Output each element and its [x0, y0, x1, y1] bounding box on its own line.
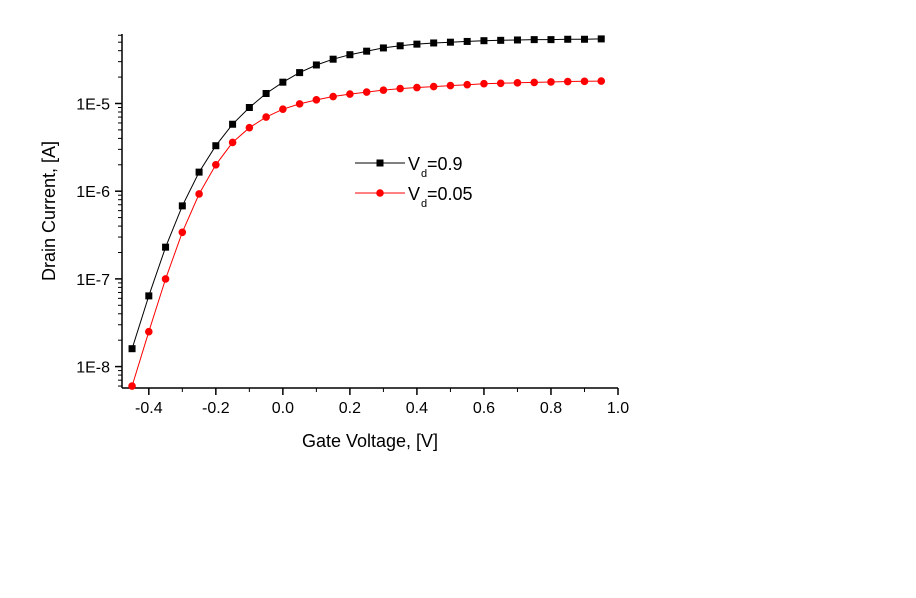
- data-point-square: [446, 38, 454, 46]
- data-point-circle: [212, 160, 220, 169]
- data-point-circle: [161, 275, 170, 283]
- data-point-square: [296, 69, 304, 77]
- data-point-square: [597, 35, 605, 43]
- data-point-square: [547, 36, 555, 44]
- data-point-square: [262, 89, 270, 97]
- data-point-square: [178, 202, 186, 210]
- data-point-circle: [530, 78, 539, 87]
- data-point-square: [346, 51, 354, 59]
- x-tick-label: 0.2: [339, 400, 361, 417]
- data-point-circle: [563, 77, 572, 86]
- data-point-square: [128, 345, 136, 353]
- data-point-square: [329, 55, 337, 63]
- legend-label-sub: d: [421, 168, 427, 180]
- x-tick-label: 0.0: [272, 400, 294, 417]
- data-point-circle: [379, 86, 388, 94]
- data-point-square: [580, 35, 588, 43]
- data-point-circle: [413, 83, 421, 92]
- data-point-square: [312, 61, 320, 69]
- legend-label-main: V: [408, 154, 420, 174]
- legend-marker-circle: [376, 189, 384, 197]
- data-point-square: [279, 78, 287, 86]
- data-point-circle: [580, 77, 589, 86]
- legend-label-value: =0.05: [427, 184, 473, 204]
- series-layer: [128, 35, 606, 390]
- data-point-circle: [513, 79, 522, 87]
- data-point-circle: [178, 228, 187, 237]
- legend-marker-square: [376, 159, 384, 167]
- data-point-circle: [346, 90, 354, 98]
- data-point-circle: [396, 84, 404, 93]
- legend-label-sub: d: [421, 198, 427, 210]
- series-2: [128, 77, 606, 390]
- data-point-square: [480, 37, 488, 45]
- data-point-circle: [295, 100, 304, 108]
- data-point-circle: [279, 105, 287, 114]
- data-point-circle: [145, 327, 153, 336]
- y-tick-label: 1E-6: [76, 184, 110, 201]
- x-tick-label: -0.2: [202, 400, 230, 417]
- y-tick-label: 1E-8: [76, 360, 110, 377]
- data-point-circle: [597, 77, 606, 85]
- data-point-square: [195, 168, 203, 176]
- data-point-square: [413, 40, 421, 48]
- y-tick-label: 1E-5: [76, 96, 110, 113]
- data-point-circle: [463, 80, 471, 89]
- data-point-square: [463, 37, 471, 45]
- legend-label-value: =0.9: [427, 154, 463, 174]
- data-point-square: [564, 35, 572, 43]
- data-point-square: [229, 120, 237, 128]
- data-point-circle: [480, 79, 488, 88]
- x-tick-label: 1.0: [607, 400, 629, 417]
- x-axis-title: Gate Voltage, [V]: [302, 431, 438, 451]
- data-point-square: [245, 104, 253, 112]
- data-point-circle: [329, 92, 337, 101]
- data-point-square: [530, 36, 538, 44]
- data-point-square: [363, 47, 371, 55]
- x-tick-label: 0.6: [473, 400, 495, 417]
- data-point-circle: [446, 81, 455, 90]
- data-point-square: [162, 243, 170, 251]
- y-tick-label: 1E-7: [76, 272, 110, 289]
- data-point-circle: [195, 190, 203, 198]
- series-line: [131, 80, 602, 387]
- x-tick-label: 0.8: [540, 400, 562, 417]
- data-point-circle: [228, 138, 237, 147]
- data-point-square: [145, 292, 153, 300]
- data-point-circle: [429, 82, 438, 91]
- data-point-circle: [245, 123, 254, 132]
- legend-label-main: V: [408, 184, 420, 204]
- data-point-square: [497, 36, 505, 44]
- y-axis-title: Drain Current, [A]: [39, 141, 59, 281]
- data-point-circle: [496, 79, 505, 88]
- data-point-circle: [312, 96, 321, 104]
- data-point-circle: [128, 382, 136, 390]
- data-point-square: [379, 44, 387, 52]
- data-point-square: [513, 36, 521, 44]
- data-point-square: [396, 42, 404, 50]
- x-tick-label: 0.4: [406, 400, 428, 417]
- x-tick-label: -0.4: [135, 400, 163, 417]
- data-point-circle: [262, 113, 270, 121]
- data-point-square: [430, 39, 438, 47]
- data-point-square: [212, 142, 220, 150]
- data-point-circle: [547, 78, 555, 86]
- plot-axes: -0.4 -0.2 0.0 0.2 0.4 0.6 0.8 1.0 1E-8 1E-7 1E-6 1E…: [76, 34, 629, 417]
- series-1: [128, 35, 605, 353]
- data-point-circle: [362, 88, 371, 96]
